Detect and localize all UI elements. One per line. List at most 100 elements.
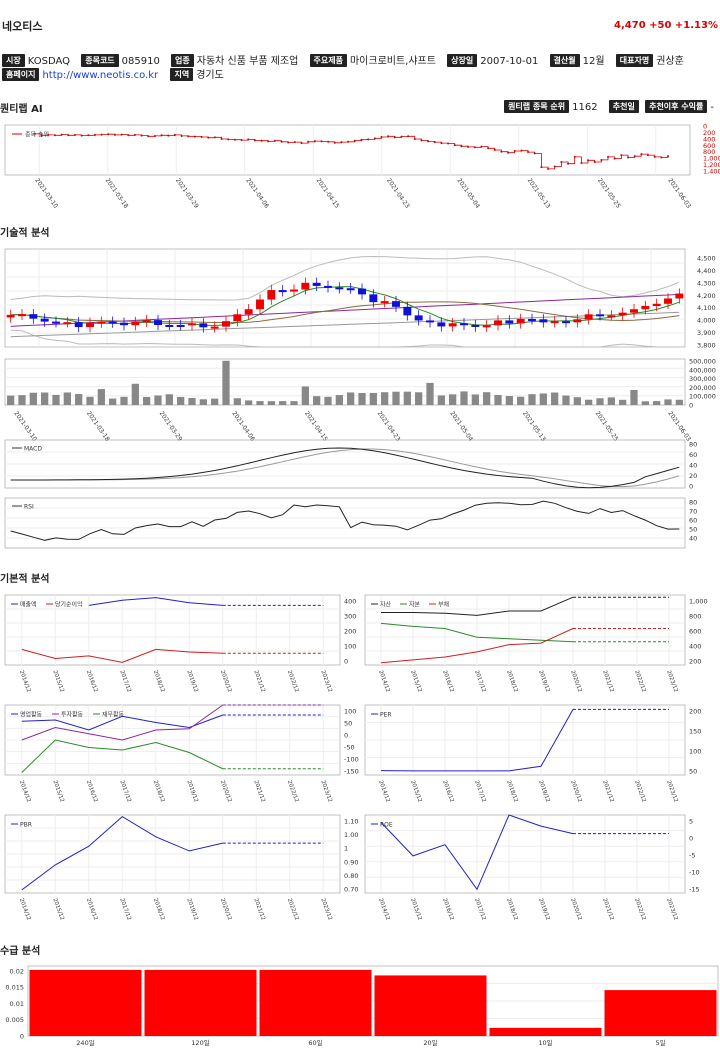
volume-bar: [676, 400, 683, 405]
rsi-ytick: 50: [689, 526, 697, 534]
macd-ytick: 60: [689, 451, 697, 459]
macd-signal-line: [11, 449, 680, 487]
quant-rank-point: [67, 134, 69, 136]
price-ytick: 4,400: [697, 267, 716, 275]
candle-body: [18, 314, 26, 316]
candle-body: [551, 321, 559, 323]
candle-body: [222, 321, 230, 326]
tech-date-label: 2021-05-04: [448, 410, 474, 443]
supply-bar: [375, 975, 487, 1036]
candle-body: [63, 322, 71, 324]
quant-rank-point: [407, 135, 409, 137]
quant-rank-point: [594, 161, 596, 163]
volume-bar: [415, 392, 422, 405]
candle-body: [517, 319, 525, 323]
quant-date-label: 2021-05-04: [455, 177, 481, 210]
candle-body: [86, 323, 94, 327]
ceo-value: 권상훈: [656, 56, 684, 67]
fund-year-label: 2015/12: [51, 780, 64, 804]
quant-rank-point: [387, 135, 389, 137]
volume-bar: [347, 392, 354, 405]
candle-body: [199, 323, 207, 327]
fund-ytick: -15: [689, 886, 700, 894]
quant-rank-point: [454, 144, 456, 146]
tech-date-label: 2021-05-25: [594, 410, 620, 443]
quant-rank-point: [634, 155, 636, 157]
fund-year-label: 2021/12: [252, 780, 265, 804]
volume-ytick: 100,000: [689, 393, 716, 401]
fund-year-label: 2020/12: [569, 898, 582, 922]
fund-year-label: 2019/12: [537, 780, 550, 804]
volume-bar: [86, 397, 93, 405]
volume-bar: [494, 395, 501, 405]
fund-year-label: 2021/12: [601, 780, 614, 804]
quant-rank-point: [194, 136, 196, 138]
candle-body: [471, 325, 479, 327]
volume-bar: [75, 394, 82, 405]
candle-body: [7, 315, 15, 318]
technical-chart: 4,5004,4004,3004,2004,1004,0003,9003,800…: [0, 244, 720, 554]
candle-body: [41, 319, 49, 322]
volume-bar: [143, 397, 150, 405]
fund-ytick: 200: [689, 658, 701, 666]
quant-rank-point: [54, 134, 56, 136]
quant-rank-point: [234, 139, 236, 141]
volume-bar: [664, 399, 671, 405]
fund-year-label: 2023/12: [319, 780, 332, 804]
macd-ytick: 80: [689, 441, 697, 449]
candle-body: [154, 320, 162, 325]
rank-value: 1162: [572, 102, 597, 113]
candle-body: [607, 315, 615, 317]
rank-label: 퀀티랩 종목 순위: [504, 100, 569, 113]
candle-body: [539, 319, 547, 322]
quant-rank-point: [134, 134, 136, 136]
supply-ytick: 0.015: [5, 984, 24, 992]
fund-year-label: 2017/12: [118, 780, 131, 804]
fund-legend-label: 매출액: [20, 601, 37, 609]
quant-date-label: 2021-05-13: [526, 177, 552, 210]
volume-bar: [313, 396, 320, 405]
fund-legend-label: 영업활동: [20, 711, 43, 719]
volume-bar: [370, 393, 377, 405]
fund-year-label: 2015/12: [409, 780, 422, 804]
quant-rank-point: [334, 142, 336, 144]
fund-ytick: 1: [344, 845, 348, 853]
rec-return-label: 추천이후 수익률: [645, 100, 707, 113]
volume-bar: [234, 398, 241, 405]
quant-rank-point: [207, 137, 209, 139]
homepage-link[interactable]: http://www.neotis.co.kr: [42, 70, 158, 81]
fund-year-label: 2016/12: [441, 780, 454, 804]
volume-bar: [177, 397, 184, 405]
fund-year-label: 2023/12: [319, 670, 332, 694]
candle-body: [585, 314, 593, 319]
quant-rank-point: [34, 133, 36, 135]
fund-ytick: 800: [689, 613, 701, 621]
volume-bar: [268, 401, 275, 405]
rec-date-label: 추천일: [609, 100, 639, 113]
fund-year-label: 2018/12: [505, 670, 518, 694]
volume-ytick: 300,000: [689, 375, 716, 383]
macd-ytick: 40: [689, 462, 697, 470]
fund-legend-label: 재무활동: [102, 711, 125, 719]
candle-body: [29, 314, 37, 318]
candle-body: [131, 322, 139, 325]
fund-ytick: -50: [344, 744, 355, 752]
fund-year-label: 2016/12: [441, 670, 454, 694]
fund-year-label: 2020/12: [219, 670, 232, 694]
supply-category-label: 240일: [76, 1038, 94, 1047]
tech-date-label: 2021-05-13: [521, 410, 547, 443]
volume-bar: [630, 390, 637, 405]
quant-rank-point: [181, 135, 183, 137]
quant-date-label: 2021-06-03: [666, 177, 692, 210]
candle-body: [97, 322, 105, 324]
candle-body: [256, 300, 264, 310]
supply-category-label: 120일: [191, 1038, 209, 1047]
volume-bar: [619, 400, 626, 405]
supply-bar: [30, 970, 142, 1036]
price-ytick: 4,300: [697, 279, 716, 287]
tech-title: 기술적 분석: [0, 224, 49, 239]
rsi-frame: [5, 498, 685, 548]
candle-body: [324, 286, 332, 288]
quant-rank-point: [414, 138, 416, 140]
quant-rank-point: [81, 135, 83, 137]
